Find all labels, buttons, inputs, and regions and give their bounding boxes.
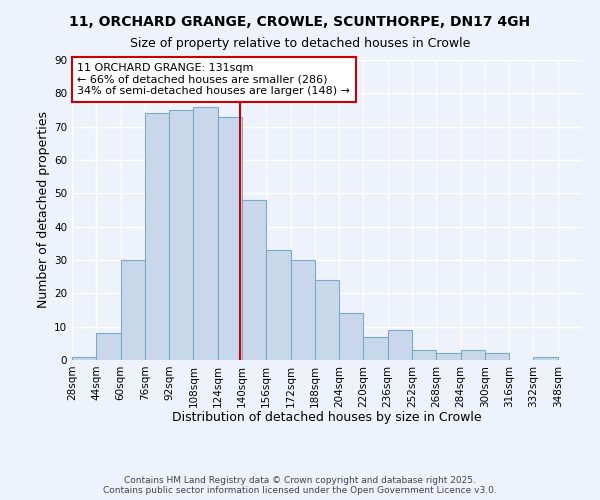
Bar: [290, 260, 315, 360]
Text: Contains HM Land Registry data © Crown copyright and database right 2025.
Contai: Contains HM Land Registry data © Crown c…: [103, 476, 497, 495]
X-axis label: Distribution of detached houses by size in Crowle: Distribution of detached houses by size …: [172, 411, 482, 424]
Text: Size of property relative to detached houses in Crowle: Size of property relative to detached ho…: [130, 38, 470, 51]
Bar: [339, 314, 364, 360]
Bar: [169, 110, 193, 360]
Bar: [436, 354, 461, 360]
Y-axis label: Number of detached properties: Number of detached properties: [37, 112, 50, 308]
Bar: [412, 350, 436, 360]
Bar: [145, 114, 169, 360]
Bar: [218, 116, 242, 360]
Bar: [533, 356, 558, 360]
Text: 11, ORCHARD GRANGE, CROWLE, SCUNTHORPE, DN17 4GH: 11, ORCHARD GRANGE, CROWLE, SCUNTHORPE, …: [70, 15, 530, 29]
Bar: [315, 280, 339, 360]
Bar: [242, 200, 266, 360]
Bar: [461, 350, 485, 360]
Bar: [96, 334, 121, 360]
Bar: [388, 330, 412, 360]
Bar: [121, 260, 145, 360]
Bar: [485, 354, 509, 360]
Bar: [193, 106, 218, 360]
Bar: [72, 356, 96, 360]
Bar: [266, 250, 290, 360]
Text: 11 ORCHARD GRANGE: 131sqm
← 66% of detached houses are smaller (286)
34% of semi: 11 ORCHARD GRANGE: 131sqm ← 66% of detac…: [77, 63, 350, 96]
Bar: [364, 336, 388, 360]
